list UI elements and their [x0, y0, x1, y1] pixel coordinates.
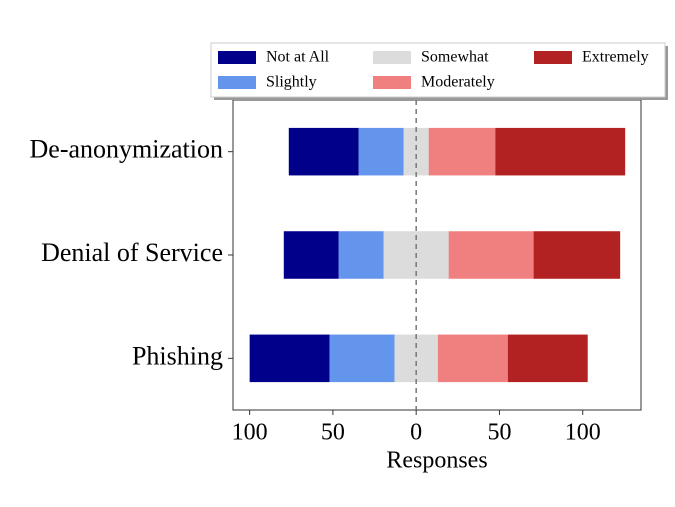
legend-swatch	[373, 76, 411, 89]
bar-segment	[403, 127, 429, 176]
bar-segment	[329, 334, 395, 383]
bar-segment	[507, 334, 588, 383]
bar-segment	[533, 231, 621, 279]
legend-label: Slightly	[266, 74, 317, 91]
legend-label: Not at All	[266, 49, 330, 66]
bar-segment	[288, 127, 359, 176]
bar-segment	[358, 127, 404, 176]
bar-segment	[428, 127, 496, 176]
legend-swatch	[218, 51, 256, 64]
bar-segment	[495, 127, 626, 176]
legend-swatch	[373, 51, 411, 64]
y-tick-label: De-anonymization	[30, 135, 224, 164]
legend-label: Moderately	[421, 74, 495, 91]
legend-label: Somewhat	[421, 49, 489, 66]
legend-swatch	[218, 76, 256, 89]
x-tick-label: 0	[410, 420, 422, 446]
x-tick-label: 100	[232, 420, 268, 446]
legend-swatch	[534, 51, 572, 64]
x-tick-label: 100	[565, 420, 601, 446]
x-tick-label: 50	[487, 420, 511, 446]
x-tick-label: 50	[321, 420, 345, 446]
bar-segment	[283, 231, 339, 279]
legend-label: Extremely	[582, 49, 649, 66]
bar-segment	[249, 334, 330, 383]
bar-segment	[437, 334, 508, 383]
bar-segment	[338, 231, 384, 279]
bar-segment	[448, 231, 534, 279]
y-tick-label: Denial of Service	[41, 238, 223, 267]
x-axis-label: Responses	[386, 448, 487, 474]
legend: Not at All Slightly Somewhat Moderately Extr…	[210, 42, 668, 100]
y-tick-label: Phishing	[132, 341, 223, 370]
legend-box	[210, 42, 666, 98]
